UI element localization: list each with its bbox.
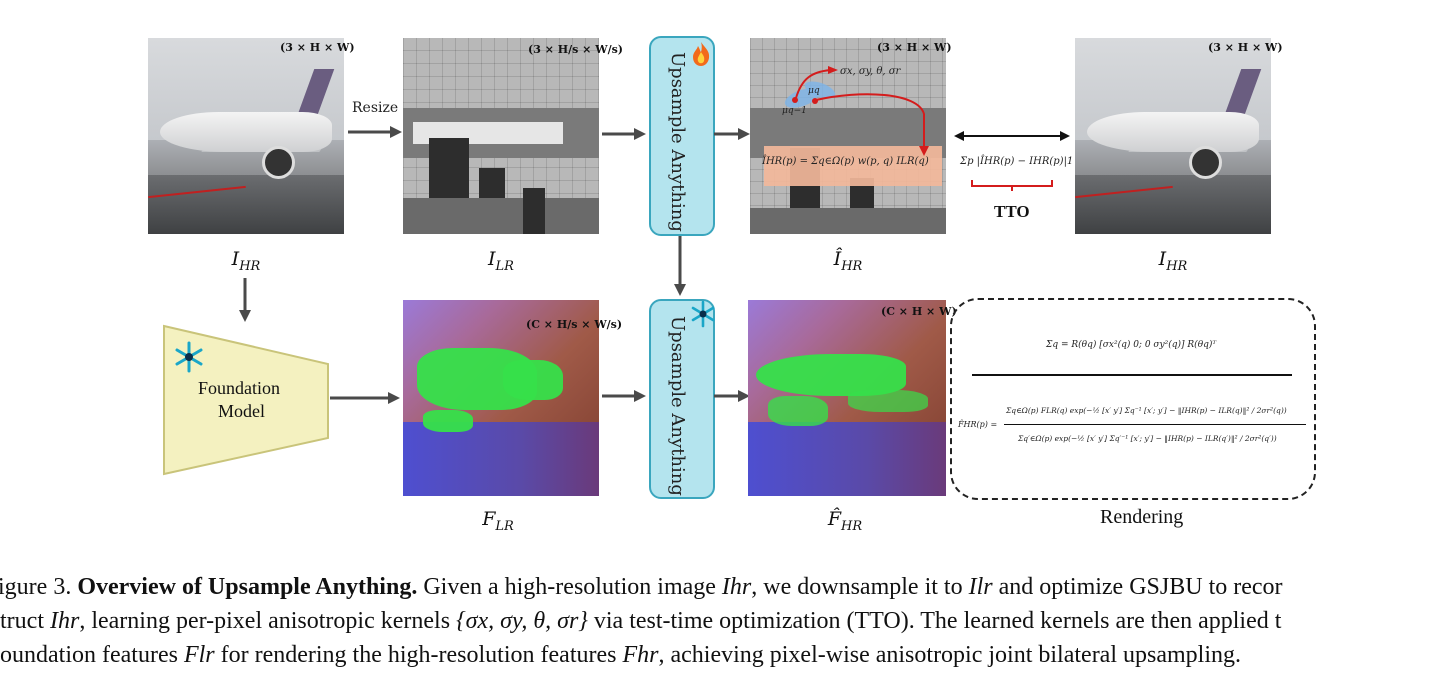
dim-tag-ihat-hr: (3 × H × W) <box>877 41 952 54</box>
caption-text-3a: oundation features <box>0 642 178 668</box>
label-ilr-main: I <box>488 248 496 270</box>
caption-text-3b: for rendering the high-resolution featur… <box>220 642 617 668</box>
caption-kernels: {σx, σy, θ, σr} <box>456 608 588 634</box>
arrow-resize <box>348 126 402 138</box>
label-flr: FLR <box>458 508 538 534</box>
ihat-hr-image <box>750 38 946 234</box>
caption-line-1: igure 3. Overview of Upsample Anything. … <box>0 574 1283 600</box>
fhat-numerator: Σq∈Ω(p) FLR(q) exp(−½ [x′ y′] Σq⁻¹ [x′; … <box>1006 406 1287 415</box>
label-ihat-hr-main: Î <box>833 248 842 270</box>
rendering-equation-box <box>950 298 1316 500</box>
ihr-image-left <box>148 38 344 234</box>
arrow-ilr-to-upsample <box>602 128 646 140</box>
caption-text-1b: Given a high-resolution image <box>423 574 716 600</box>
foundation-label-1: Foundation <box>198 378 281 398</box>
fhat-denominator: Σq′∈Ω(p) exp(−½ [x′ y′] Σq′⁻¹ [x′; y′] −… <box>1018 434 1277 443</box>
caption-text-3c: , achieving pixel-wise anisotropic joint… <box>658 642 1241 668</box>
arrow-flr-to-upsample <box>602 390 646 402</box>
loss-expression: Σp |ÎHR(p) − IHR(p)|1 <box>960 156 1074 167</box>
caption-text-1c: we downsample it to <box>763 574 963 600</box>
caption-title: Overview of Upsample Anything. <box>77 574 418 600</box>
gaussian-kernels-overlay <box>784 66 929 156</box>
caption-text-1d: and optimize GSJBU to recor <box>998 574 1283 600</box>
ilr-image <box>403 38 599 234</box>
label-ihat-hr: ÎHR <box>808 248 888 274</box>
arrow-upsample-to-ihat <box>714 128 750 140</box>
mu-q1-annotation: μq−1 <box>782 106 807 116</box>
render-equation: ÎHR(p) = Σq∈Ω(p) w(p, q) ILR(q) <box>762 156 929 167</box>
label-ilr: ILR <box>461 248 541 274</box>
double-arrow-tto <box>954 131 1070 141</box>
caption-flr: Flr <box>183 642 215 668</box>
label-ihr-left-main: I <box>231 248 240 270</box>
upsample-module-bottom <box>649 299 715 499</box>
tto-bracket <box>971 180 1053 191</box>
foundation-label-2: Model <box>218 401 265 421</box>
caption-fhr: Fhr <box>622 642 659 668</box>
upsample-module-top <box>649 36 715 236</box>
label-rendering: Rendering <box>1100 506 1184 528</box>
fhat-hr-image <box>748 300 946 496</box>
foundation-model-block <box>163 324 329 476</box>
flr-image <box>403 300 599 496</box>
label-fhat-hr-main: F̂ <box>827 508 842 530</box>
label-flr-main: F <box>482 508 496 530</box>
figure-caption: igure 3. Overview of Upsample Anything. … <box>0 570 1456 672</box>
render-eq-highlight <box>764 146 942 186</box>
tto-label: TTO <box>994 202 1030 221</box>
mu-q-annotation: μq <box>808 86 820 96</box>
upsample-bottom-label: Upsample Anything <box>667 316 688 496</box>
arrow-ihr-to-foundation <box>239 278 251 322</box>
upsample-top-label: Upsample Anything <box>667 52 688 232</box>
snowflake-icon <box>691 300 715 328</box>
params-annotation: σx, σy, θ, σr <box>840 66 901 77</box>
label-ihr-right: IHR <box>1133 248 1213 274</box>
equation-divider <box>972 374 1292 376</box>
fhat-lhs: F̂HR(p) = <box>958 420 998 429</box>
ihr-image-right <box>1075 38 1271 234</box>
snowflake-icon <box>175 341 203 373</box>
arrow-upsample-to-fhat <box>714 390 750 402</box>
caption-figure-label: igure 3. <box>0 574 72 600</box>
caption-line-3: oundation features Flr for rendering the… <box>0 638 1456 672</box>
label-fhat-hr: F̂HR <box>805 508 885 534</box>
label-ihat-hr-sub: HR <box>841 258 863 274</box>
caption-ilr: Ilr <box>968 574 993 600</box>
label-ihr-left: IHR <box>206 248 286 274</box>
caption-text-2c: via test-time optimization (TTO). The le… <box>593 608 1282 634</box>
fhat-fraction-bar <box>1004 424 1306 425</box>
dim-tag-flr: (C × H/s × W/s) <box>526 318 623 331</box>
arrow-upsample-down <box>674 236 686 296</box>
label-fhat-hr-sub: HR <box>841 518 863 534</box>
label-ilr-sub: LR <box>495 258 514 274</box>
label-ihr-right-sub: HR <box>1166 258 1188 274</box>
caption-ihr-1: Ihr <box>721 574 752 600</box>
caption-ihr-2: Ihr <box>49 608 80 634</box>
caption-line-2: truct Ihr, learning per-pixel anisotropi… <box>0 604 1456 638</box>
dim-tag-ihr-right: (3 × H × W) <box>1208 41 1283 54</box>
label-ihr-left-sub: HR <box>239 258 261 274</box>
caption-text-2a: truct <box>0 608 44 634</box>
dim-tag-ilr: (3 × H/s × W/s) <box>528 43 623 56</box>
label-flr-sub: LR <box>495 518 514 534</box>
sigma-equation: Σq = R(θq) [σx²(q) 0; 0 σy²(q)] R(θq)ᵀ <box>1046 340 1217 350</box>
dim-tag-ihr-left: (3 × H × W) <box>280 41 355 54</box>
fire-icon <box>693 42 710 66</box>
resize-label: Resize <box>352 100 399 116</box>
label-ihr-right-main: I <box>1158 248 1167 270</box>
dim-tag-fhat-hr: (C × H × W) <box>881 305 957 318</box>
caption-text-2b: , learning per-pixel anisotropic kernels <box>79 608 451 634</box>
arrow-foundation-to-flr <box>330 392 400 404</box>
